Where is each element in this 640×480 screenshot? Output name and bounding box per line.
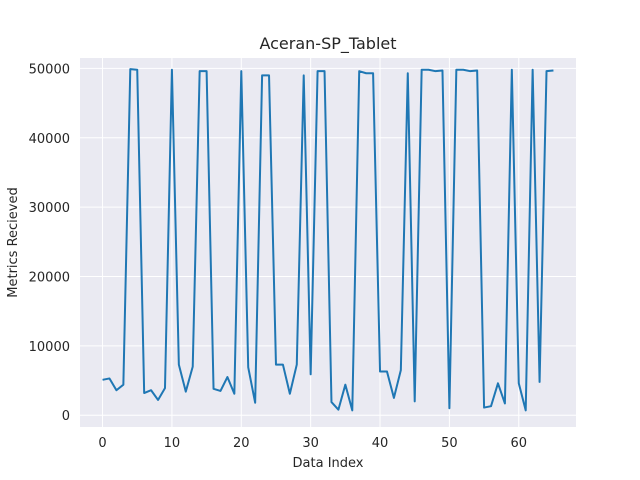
x-axis-label: Data Index [293,456,364,471]
chart-title: Aceran-SP_Tablet [259,34,396,54]
x-tick-label: 60 [510,436,527,451]
y-tick-labels: 0 10000 20000 30000 40000 50000 [29,62,70,424]
x-tick-label: 20 [233,436,250,451]
x-tick-label: 30 [302,436,319,451]
y-tick-label: 10000 [29,340,70,355]
x-tick-label: 0 [98,436,106,451]
y-tick-label: 40000 [29,132,70,147]
x-tick-label: 10 [164,436,181,451]
y-tick-label: 20000 [29,270,70,285]
y-tick-label: 0 [62,409,70,424]
y-axis-label: Metrics Recieved [6,187,21,297]
x-tick-label: 50 [441,436,458,451]
y-tick-label: 50000 [29,62,70,77]
y-tick-label: 30000 [29,201,70,216]
series-line [102,68,554,412]
x-tick-label: 40 [372,436,389,451]
x-tick-labels: 0 10 20 30 40 50 60 [98,436,527,451]
